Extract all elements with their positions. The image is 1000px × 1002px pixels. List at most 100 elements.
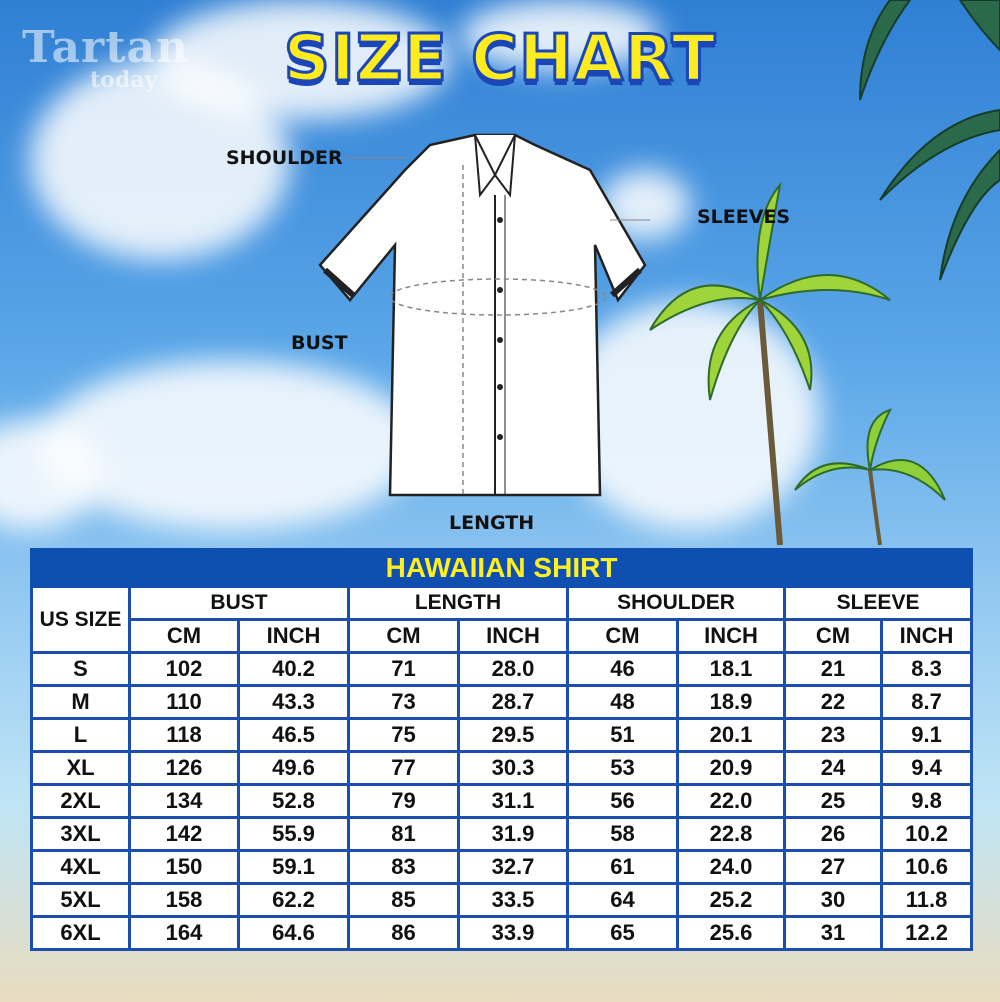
value-cell: 51 — [566, 717, 679, 753]
value-cell: 134 — [128, 783, 240, 819]
unit-header: CM — [783, 618, 883, 654]
value-cell: 62.2 — [237, 882, 350, 918]
size-cell: 3XL — [30, 816, 131, 852]
value-cell: 8.3 — [879, 651, 974, 687]
brand-sub: today — [90, 67, 158, 93]
unit-header: CM — [347, 618, 460, 654]
unit-header: INCH — [237, 618, 350, 654]
label-shoulder: SHOULDER — [226, 147, 343, 169]
value-cell: 31.9 — [457, 816, 569, 852]
value-cell: 52.8 — [237, 783, 350, 819]
value-cell: 24.0 — [676, 849, 786, 885]
value-cell: 71 — [347, 651, 460, 687]
shirt-diagram — [318, 133, 650, 497]
label-length: LENGTH — [449, 512, 535, 534]
value-cell: 9.4 — [879, 750, 974, 786]
value-cell: 102 — [128, 651, 240, 687]
value-cell: 158 — [128, 882, 240, 918]
value-cell: 10.2 — [879, 816, 974, 852]
value-cell: 9.1 — [879, 717, 974, 753]
table-row: 3XL 142 55.9 81 31.9 58 22.8 26 10.2 — [30, 816, 974, 852]
value-cell: 22.0 — [676, 783, 786, 819]
value-cell: 150 — [128, 849, 240, 885]
group-header: SHOULDER — [566, 585, 786, 621]
group-header: LENGTH — [347, 585, 569, 621]
brand-name: Tartan — [22, 22, 190, 73]
value-cell: 46.5 — [237, 717, 350, 753]
value-cell: 53 — [566, 750, 679, 786]
value-cell: 46 — [566, 651, 679, 687]
table-row: S 102 40.2 71 28.0 46 18.1 21 8.3 — [30, 651, 974, 687]
unit-header: INCH — [457, 618, 569, 654]
value-cell: 59.1 — [237, 849, 350, 885]
value-cell: 9.8 — [879, 783, 974, 819]
table-row: 5XL 158 62.2 85 33.5 64 25.2 30 11.8 — [30, 882, 974, 918]
size-cell: 6XL — [30, 915, 131, 951]
value-cell: 65 — [566, 915, 679, 951]
value-cell: 64 — [566, 882, 679, 918]
value-cell: 26 — [783, 816, 883, 852]
size-cell: L — [30, 717, 131, 753]
value-cell: 12.2 — [879, 915, 974, 951]
value-cell: 20.1 — [676, 717, 786, 753]
value-cell: 25.6 — [676, 915, 786, 951]
unit-header: CM — [566, 618, 679, 654]
size-header: US SIZE — [30, 585, 131, 654]
value-cell: 32.7 — [457, 849, 569, 885]
value-cell: 64.6 — [237, 915, 350, 951]
value-cell: 33.9 — [457, 915, 569, 951]
value-cell: 31 — [783, 915, 883, 951]
value-cell: 83 — [347, 849, 460, 885]
value-cell: 22.8 — [676, 816, 786, 852]
value-cell: 79 — [347, 783, 460, 819]
value-cell: 61 — [566, 849, 679, 885]
value-cell: 164 — [128, 915, 240, 951]
size-cell: 4XL — [30, 849, 131, 885]
label-sleeves: SLEEVES — [697, 206, 791, 228]
value-cell: 85 — [347, 882, 460, 918]
value-cell: 126 — [128, 750, 240, 786]
value-cell: 48 — [566, 684, 679, 720]
value-cell: 118 — [128, 717, 240, 753]
value-cell: 31.1 — [457, 783, 569, 819]
page-title: SIZE CHART — [282, 21, 717, 98]
unit-header: INCH — [879, 618, 974, 654]
value-cell: 25 — [783, 783, 883, 819]
table-caption: HAWAIIAN SHIRT — [29, 548, 974, 588]
value-cell: 86 — [347, 915, 460, 951]
table-row: M 110 43.3 73 28.7 48 18.9 22 8.7 — [30, 684, 974, 720]
table-row: 6XL 164 64.6 86 33.9 65 25.6 31 12.2 — [30, 915, 974, 951]
brand-logo: Tartan today — [22, 22, 189, 93]
value-cell: 30 — [783, 882, 883, 918]
size-cell: S — [30, 651, 131, 687]
value-cell: 28.0 — [457, 651, 569, 687]
value-cell: 28.7 — [457, 684, 569, 720]
value-cell: 22 — [783, 684, 883, 720]
value-cell: 55.9 — [237, 816, 350, 852]
value-cell: 73 — [347, 684, 460, 720]
size-table: HAWAIIAN SHIRT US SIZE BUST LENGTH SHOUL… — [29, 548, 974, 951]
value-cell: 77 — [347, 750, 460, 786]
table-row: XL 126 49.6 77 30.3 53 20.9 24 9.4 — [30, 750, 974, 786]
value-cell: 142 — [128, 816, 240, 852]
value-cell: 11.8 — [879, 882, 974, 918]
value-cell: 10.6 — [879, 849, 974, 885]
unit-header: CM — [128, 618, 240, 654]
value-cell: 81 — [347, 816, 460, 852]
value-cell: 18.1 — [676, 651, 786, 687]
value-cell: 21 — [783, 651, 883, 687]
value-cell: 30.3 — [457, 750, 569, 786]
group-header: BUST — [128, 585, 350, 621]
value-cell: 20.9 — [676, 750, 786, 786]
value-cell: 29.5 — [457, 717, 569, 753]
value-cell: 8.7 — [879, 684, 974, 720]
value-cell: 23 — [783, 717, 883, 753]
unit-header: INCH — [676, 618, 786, 654]
value-cell: 43.3 — [237, 684, 350, 720]
palm-trees — [649, 0, 1000, 546]
value-cell: 25.2 — [676, 882, 786, 918]
table-row: L 118 46.5 75 29.5 51 20.1 23 9.1 — [30, 717, 974, 753]
value-cell: 27 — [783, 849, 883, 885]
size-cell: M — [30, 684, 131, 720]
table-row: 4XL 150 59.1 83 32.7 61 24.0 27 10.6 — [30, 849, 974, 885]
